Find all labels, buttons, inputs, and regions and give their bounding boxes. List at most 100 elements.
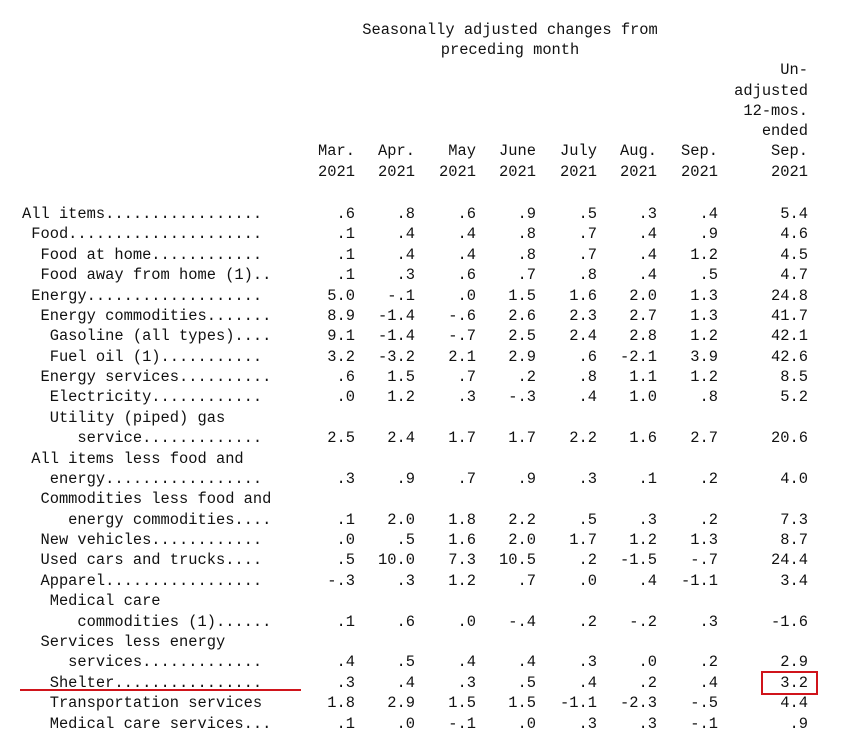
table-cell: 8.5	[780, 368, 808, 387]
header-title-line2: preceding month	[440, 41, 580, 59]
table-cell: 1.5	[387, 368, 415, 387]
table-cell: 1.6	[569, 286, 597, 305]
column-header-line: 2021	[499, 162, 536, 181]
table-cell: -.3	[327, 571, 355, 590]
table-cell: -.1	[448, 714, 476, 733]
row-label: Shelter................	[22, 673, 263, 692]
table-cell: .4	[457, 653, 476, 672]
table-cell: 1.6	[448, 531, 476, 550]
table-cell: .4	[396, 225, 415, 244]
table-cell: 24.8	[771, 286, 808, 305]
table-cell: .2	[699, 653, 718, 672]
table-cell: .2	[699, 510, 718, 529]
table-cell: .7	[457, 368, 476, 387]
table-cell: 3.2	[780, 673, 808, 692]
table-cell: -2.1	[620, 347, 657, 366]
column-header-line: 2021	[681, 162, 718, 181]
row-label: Fuel oil (1)...........	[22, 347, 263, 366]
table-cell: .0	[457, 612, 476, 631]
table-cell: 2.7	[690, 429, 718, 448]
table-cell: .3	[336, 469, 355, 488]
column-header-line: Sep.	[681, 142, 718, 161]
table-cell: 3.9	[690, 347, 718, 366]
table-cell: .8	[578, 368, 597, 387]
row-label: Medical care	[22, 592, 161, 611]
table-cell: 42.6	[771, 347, 808, 366]
table-cell: 2.5	[327, 429, 355, 448]
table-cell: .4	[638, 266, 657, 285]
table-cell: .0	[517, 714, 536, 733]
column-header-line: 2021	[318, 162, 355, 181]
table-cell: .3	[578, 469, 597, 488]
table-cell: .4	[457, 225, 476, 244]
table-cell: -.2	[629, 612, 657, 631]
table-cell: -.5	[690, 694, 718, 713]
column-header-line: Un-	[780, 61, 808, 80]
table-cell: .4	[578, 388, 597, 407]
column-header-line: adjusted	[734, 81, 808, 100]
row-label: Commodities less food and	[22, 490, 272, 509]
table-cell: .3	[638, 714, 657, 733]
table-cell: .5	[578, 205, 597, 223]
column-header-line: 12-mos.	[743, 101, 808, 120]
table-cell: .6	[578, 347, 597, 366]
table-cell: 24.4	[771, 551, 808, 570]
column-header-line: Mar.	[318, 142, 355, 161]
table-cell: .5	[517, 673, 536, 692]
table-cell: 3.2	[327, 347, 355, 366]
row-label: energy.................	[22, 469, 263, 488]
table-cell: .6	[336, 205, 355, 223]
table-cell: .6	[457, 266, 476, 285]
table-cell: 1.0	[629, 388, 657, 407]
table-cell: 8.9	[327, 306, 355, 325]
column-header-line: 2021	[620, 162, 657, 181]
row-label: Food.....................	[22, 225, 263, 244]
table-cell: 1.5	[448, 694, 476, 713]
table-cell: -.3	[508, 388, 536, 407]
table-cell: .3	[457, 388, 476, 407]
table-cell: .5	[396, 531, 415, 550]
table-cell: .1	[336, 266, 355, 285]
row-label: Gasoline (all types)....	[22, 327, 272, 346]
table-cell: .7	[457, 469, 476, 488]
table-cell: .4	[336, 653, 355, 672]
table-cell: 1.7	[569, 531, 597, 550]
table-cell: .8	[578, 266, 597, 285]
table-cell: .4	[638, 571, 657, 590]
table-cell: 1.7	[448, 429, 476, 448]
table-cell: 7.3	[780, 510, 808, 529]
table-cell: 1.5	[508, 694, 536, 713]
table-cell: .3	[578, 714, 597, 733]
row-label: Food away from home (1)..	[22, 266, 272, 285]
row-label: Transportation services	[22, 694, 263, 713]
table-cell: 41.7	[771, 306, 808, 325]
table-cell: .4	[699, 673, 718, 692]
table-cell: 4.4	[780, 694, 808, 713]
row-label: services.............	[22, 653, 263, 672]
table-cell: -1.6	[771, 612, 808, 631]
row-label: Medical care services...	[22, 714, 272, 733]
table-cell: 7.3	[448, 551, 476, 570]
table-cell: .6	[336, 368, 355, 387]
column-header-line: 2021	[439, 162, 476, 181]
table-cell: -2.3	[620, 694, 657, 713]
table-cell: -1.1	[681, 571, 718, 590]
table-cell: 1.2	[448, 571, 476, 590]
table-cell: .5	[336, 551, 355, 570]
table-cell: 2.0	[629, 286, 657, 305]
row-label: Used cars and trucks....	[22, 551, 263, 570]
table-cell: .0	[336, 531, 355, 550]
column-header-line: May	[448, 142, 476, 161]
table-cell: .3	[336, 673, 355, 692]
shelter-highlight-box	[761, 671, 818, 695]
table-cell: .0	[336, 388, 355, 407]
table-cell: 2.7	[629, 306, 657, 325]
table-cell: .5	[699, 266, 718, 285]
table-cell: .7	[578, 225, 597, 244]
table-cell: 1.3	[690, 286, 718, 305]
table-cell: 5.2	[780, 388, 808, 407]
table-cell: .2	[578, 551, 597, 570]
row-label: Energy services..........	[22, 368, 272, 387]
table-cell: .4	[517, 653, 536, 672]
table-cell: -.6	[448, 306, 476, 325]
